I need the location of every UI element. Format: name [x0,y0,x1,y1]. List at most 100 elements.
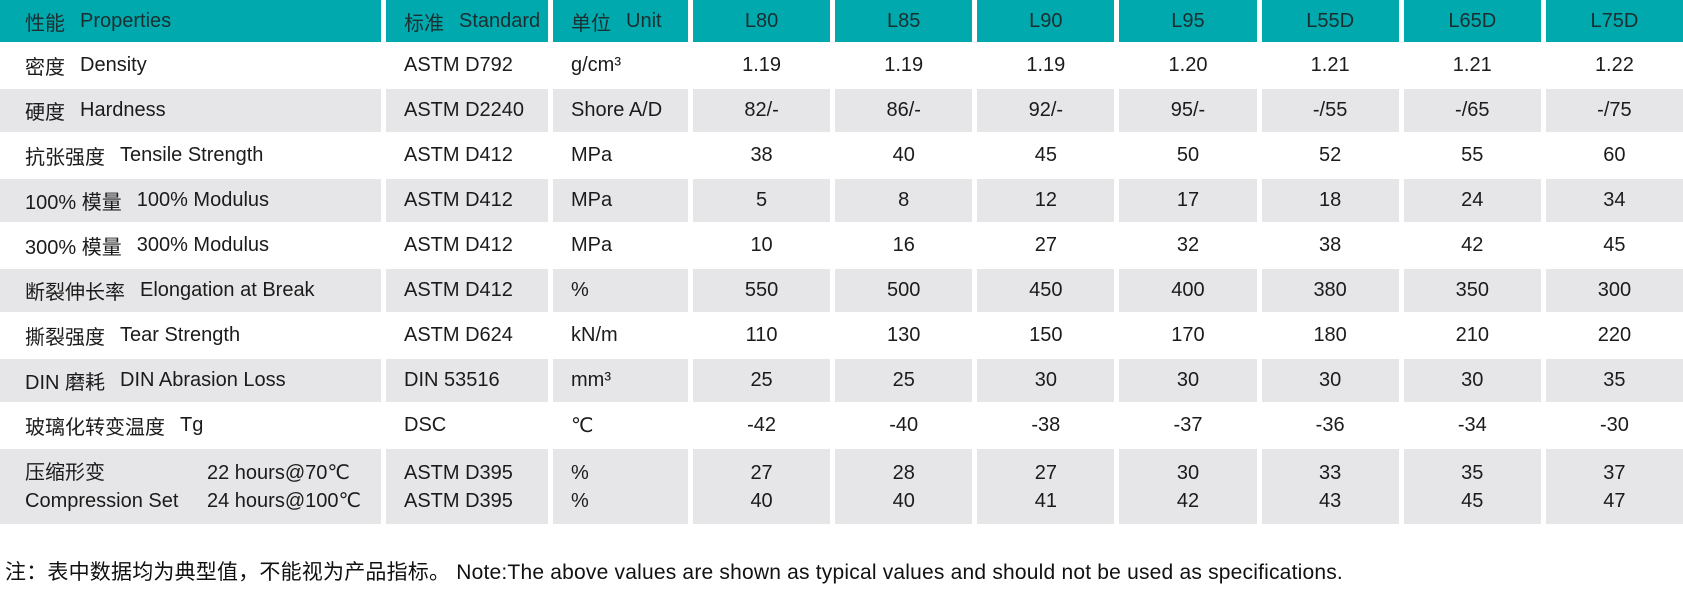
property-en: Tear Strength [120,324,241,346]
value-cell: 450 [977,269,1115,312]
compression-value-top: 28 [892,461,915,484]
value-cell: -/75 [1545,89,1683,132]
property-zh: 300% 模量 [25,237,122,259]
value-cell: 130 [835,314,973,357]
compression-value-bottom: 43 [1319,489,1342,512]
unit-cell: MPa [553,224,688,267]
value-cell: 16 [835,224,973,267]
compression-value-cell: 35 45 [1403,449,1541,524]
header-cell-grade-L95: L95 [1119,0,1257,42]
compression-property-zh: 压缩形变 [25,461,105,484]
property-zh: 玻璃化转变温度 [25,417,165,439]
compression-row: 压缩形变 Compression Set 22 hours@70℃ 24 hours@… [0,449,1683,524]
value-cell: 86/- [835,89,973,132]
value-cell: 25 [835,359,973,402]
compression-unit-cell: %% [553,449,688,524]
property-zh: 密度 [25,57,65,79]
value-cell: 12 [977,179,1115,222]
standard-cell: ASTM D624 [386,314,548,357]
value-cell: 1.21 [1261,44,1399,87]
compression-value-bottom: 40 [892,489,915,512]
table-row: 硬度 Hardness ASTM D2240 Shore A/D 82/- 86/- 92/… [0,89,1683,132]
property-cell: 撕裂强度 Tear Strength [0,314,381,357]
value-cell: 35 [1545,359,1683,402]
unit-cell: g/cm³ [553,44,688,87]
unit-cell: ℃ [553,404,688,447]
property-cell: 密度 Density [0,44,381,87]
compression-unit-2: % [571,489,589,512]
compression-value-top: 35 [1461,461,1484,484]
property-zh: 硬度 [25,102,65,124]
header-unit-zh: 单位 [571,12,611,35]
header-cell-grade-L85: L85 [835,0,973,42]
value-cell: 30 [1261,359,1399,402]
property-cell: 100% 模量 100% Modulus [0,179,381,222]
header-unit-en: Unit [626,9,662,32]
header-properties-en: Properties [80,9,172,32]
header-row: 性能 Properties 标准 Standard 单位 Unit L80 L85 L90 L95… [0,0,1683,42]
property-en: DIN Abrasion Loss [120,369,286,391]
compression-value-cell: 30 42 [1119,449,1257,524]
value-cell: 170 [1119,314,1257,357]
property-zh: 断裂伸长率 [25,282,125,304]
standard-cell: ASTM D2240 [386,89,548,132]
footnote: 注：表中数据均为典型值，不能视为产品指标。 Note:The above val… [5,561,1343,584]
value-cell: 30 [977,359,1115,402]
property-cell: 断裂伸长率 Elongation at Break [0,269,381,312]
properties-table: 性能 Properties 标准 Standard 单位 Unit L80 L85 L90 L95… [0,0,1683,524]
table-row: 断裂伸长率 Elongation at Break ASTM D412% 550 500… [0,269,1683,312]
compression-value-cell: 33 43 [1261,449,1399,524]
value-cell: 55 [1403,134,1541,177]
value-cell: 38 [1261,224,1399,267]
compression-value-cell: 27 41 [977,449,1115,524]
compression-value-bottom: 47 [1603,489,1626,512]
value-cell: 52 [1261,134,1399,177]
property-zh: 撕裂强度 [25,327,105,349]
value-cell: -42 [693,404,831,447]
table-row: 100% 模量 100% Modulus ASTM D412 MPa 5 8 12 17 18 2… [0,179,1683,222]
property-en: Hardness [80,99,166,121]
table-row: 撕裂强度 Tear Strength ASTM D624 kN/m 110 130 150 1… [0,314,1683,357]
property-zh: 抗张强度 [25,147,105,169]
standard-cell: ASTM D412 [386,179,548,222]
header-cell-grade-L80: L80 [693,0,831,42]
value-cell: 110 [693,314,831,357]
value-cell: 42 [1403,224,1541,267]
compression-condition-1: 22 hours@70℃ [207,461,350,484]
value-cell: 350 [1403,269,1541,312]
compression-value-top: 37 [1603,461,1626,484]
standard-cell: ASTM D412 [386,134,548,177]
standard-cell: ASTM D412 [386,224,548,267]
table-row: 抗张强度 Tensile Strength ASTM D412 MPa 38 40 45 50… [0,134,1683,177]
value-cell: 17 [1119,179,1257,222]
value-cell: 1.19 [835,44,973,87]
header-standard-zh: 标准 [404,12,444,35]
compression-value-bottom: 41 [1034,489,1057,512]
compression-property-cell: 压缩形变 Compression Set 22 hours@70℃ 24 hours@… [0,449,381,524]
value-cell: 300 [1545,269,1683,312]
compression-value-bottom: 40 [750,489,773,512]
value-cell: 220 [1545,314,1683,357]
property-en: Tensile Strength [120,144,264,166]
header-cell-grade-L90: L90 [977,0,1115,42]
value-cell: -/55 [1261,89,1399,132]
value-cell: 25 [693,359,831,402]
property-en: Density [80,54,147,76]
value-cell: 5 [693,179,831,222]
property-cell: 抗张强度 Tensile Strength [0,134,381,177]
header-cell-standard: 标准 Standard [386,0,548,42]
header-standard-en: Standard [459,9,541,32]
header-cell-unit: 单位 Unit [553,0,688,42]
value-cell: 38 [693,134,831,177]
value-cell: 34 [1545,179,1683,222]
value-cell: 45 [1545,224,1683,267]
header-cell-grade-L65D: L65D [1403,0,1541,42]
value-cell: 30 [1119,359,1257,402]
compression-value-bottom: 42 [1176,489,1200,512]
value-cell: 1.21 [1403,44,1541,87]
value-cell: 95/- [1119,89,1257,132]
property-cell: 300% 模量 300% Modulus [0,224,381,267]
compression-standard-cell: ASTM D395 ASTM D395 [386,449,548,524]
compression-value-top: 30 [1176,461,1200,484]
unit-cell: MPa [553,179,688,222]
